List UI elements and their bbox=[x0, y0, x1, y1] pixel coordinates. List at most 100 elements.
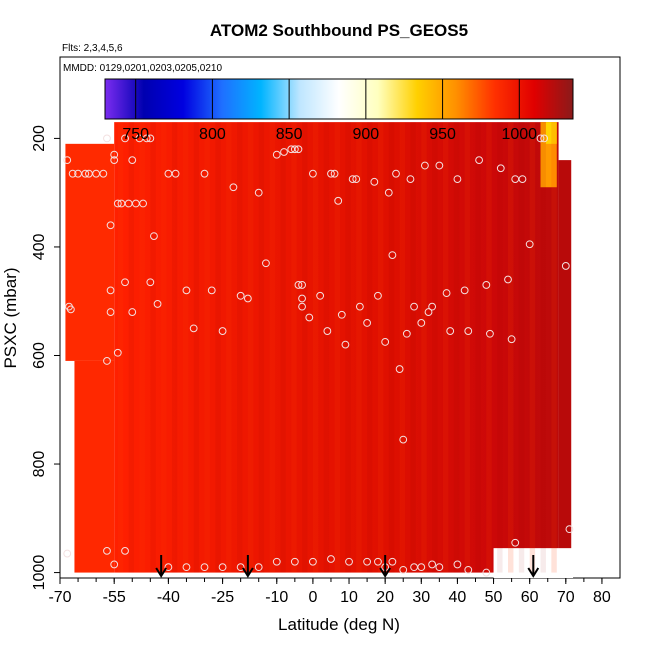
field-stripe bbox=[312, 122, 319, 573]
field-east-edge bbox=[558, 160, 572, 551]
y-tick-label: 200 bbox=[31, 125, 48, 152]
field-stripe bbox=[551, 122, 557, 573]
field-stripe bbox=[258, 122, 265, 573]
field-stripe bbox=[432, 122, 438, 573]
data-point bbox=[464, 565, 473, 574]
x-tick-label: -55 bbox=[103, 589, 126, 606]
data-point bbox=[348, 175, 357, 184]
data-point bbox=[309, 169, 317, 178]
data-point bbox=[345, 557, 353, 566]
field-stripe bbox=[377, 122, 384, 573]
x-tick-label: 40 bbox=[449, 589, 467, 606]
data-point bbox=[298, 281, 306, 289]
data-point bbox=[460, 286, 469, 295]
field-stripe bbox=[475, 122, 481, 573]
data-point bbox=[482, 568, 491, 577]
x-tick-label: 30 bbox=[412, 589, 430, 606]
data-point bbox=[68, 169, 77, 178]
data-point bbox=[305, 313, 314, 322]
data-point bbox=[139, 199, 147, 208]
dates-note: MMDD: 0129,0201,0203,0205,0210 bbox=[63, 63, 222, 74]
data-point bbox=[453, 560, 462, 569]
data-point bbox=[453, 175, 462, 184]
data-point bbox=[392, 169, 400, 178]
field-stripe bbox=[302, 122, 308, 573]
data-point bbox=[363, 557, 371, 566]
data-point bbox=[106, 308, 115, 316]
field-stripe bbox=[529, 122, 536, 573]
data-point bbox=[316, 291, 325, 300]
data-point bbox=[337, 310, 346, 319]
data-point bbox=[99, 169, 108, 178]
x-tick-label: 80 bbox=[593, 589, 611, 606]
colorbar-ticks: 750 800 850 900 950 1000 bbox=[122, 79, 537, 143]
field-patch-top bbox=[545, 122, 557, 144]
data-point bbox=[290, 145, 299, 154]
data-point bbox=[464, 327, 473, 335]
colorbar-tick-label: 850 bbox=[276, 126, 303, 143]
flights-note: Flts: 2,3,4,5,6 bbox=[62, 43, 123, 54]
data-point bbox=[153, 300, 162, 308]
field-stripe bbox=[215, 122, 221, 573]
data-point bbox=[229, 183, 238, 192]
data-point bbox=[110, 156, 119, 165]
data-point bbox=[298, 294, 306, 303]
data-point bbox=[327, 169, 335, 178]
data-point bbox=[182, 286, 191, 295]
field-stripe bbox=[204, 122, 210, 573]
field-stripe bbox=[139, 122, 145, 573]
field-stripe bbox=[334, 122, 340, 573]
field-stripe bbox=[540, 122, 546, 573]
data-point bbox=[298, 302, 306, 311]
data-point bbox=[254, 188, 263, 197]
data-point bbox=[280, 148, 288, 156]
data-point bbox=[106, 221, 115, 230]
field-stripe bbox=[269, 122, 275, 573]
data-point bbox=[200, 169, 209, 178]
field-stripe bbox=[226, 122, 232, 573]
data-point bbox=[341, 340, 350, 349]
field-west-upper bbox=[65, 143, 115, 361]
field-stripe bbox=[399, 122, 406, 573]
data-point bbox=[106, 286, 115, 295]
data-point bbox=[189, 324, 198, 333]
colorbar-rect bbox=[104, 78, 574, 120]
data-point bbox=[475, 156, 483, 165]
data-point bbox=[294, 145, 303, 154]
data-point bbox=[486, 329, 494, 338]
data-point bbox=[150, 232, 158, 240]
data-point bbox=[323, 327, 332, 335]
data-point bbox=[374, 557, 382, 566]
flight-arrow-head bbox=[527, 567, 540, 578]
data-point bbox=[384, 188, 393, 197]
data-point bbox=[113, 348, 122, 357]
data-point bbox=[200, 563, 209, 572]
field-stripe bbox=[323, 122, 330, 573]
field-stripe bbox=[161, 122, 167, 573]
plot-frame bbox=[59, 56, 621, 579]
data-point bbox=[428, 302, 437, 311]
data-point bbox=[272, 150, 281, 159]
field-stripe bbox=[291, 122, 297, 573]
data-point bbox=[406, 175, 415, 184]
data-point bbox=[435, 161, 444, 170]
data-point bbox=[355, 302, 364, 311]
field-stripe bbox=[356, 122, 362, 573]
x-axis-label: Latitude (deg N) bbox=[278, 615, 400, 634]
field-stripe bbox=[442, 122, 449, 573]
data-point bbox=[565, 525, 574, 534]
y-axis-label: PSXC (mbar) bbox=[1, 267, 20, 368]
field-stripe bbox=[237, 122, 243, 573]
x-tick-label: -40 bbox=[157, 589, 180, 606]
data-point bbox=[103, 357, 111, 365]
x-tick-label: -10 bbox=[265, 589, 288, 606]
field-stripe bbox=[193, 122, 200, 573]
data-point bbox=[146, 134, 155, 143]
data-point bbox=[146, 278, 155, 287]
data-point bbox=[262, 259, 270, 268]
data-point bbox=[207, 286, 216, 295]
data-point bbox=[309, 557, 317, 566]
field-stripe bbox=[280, 122, 286, 573]
field-stripe bbox=[518, 122, 525, 573]
